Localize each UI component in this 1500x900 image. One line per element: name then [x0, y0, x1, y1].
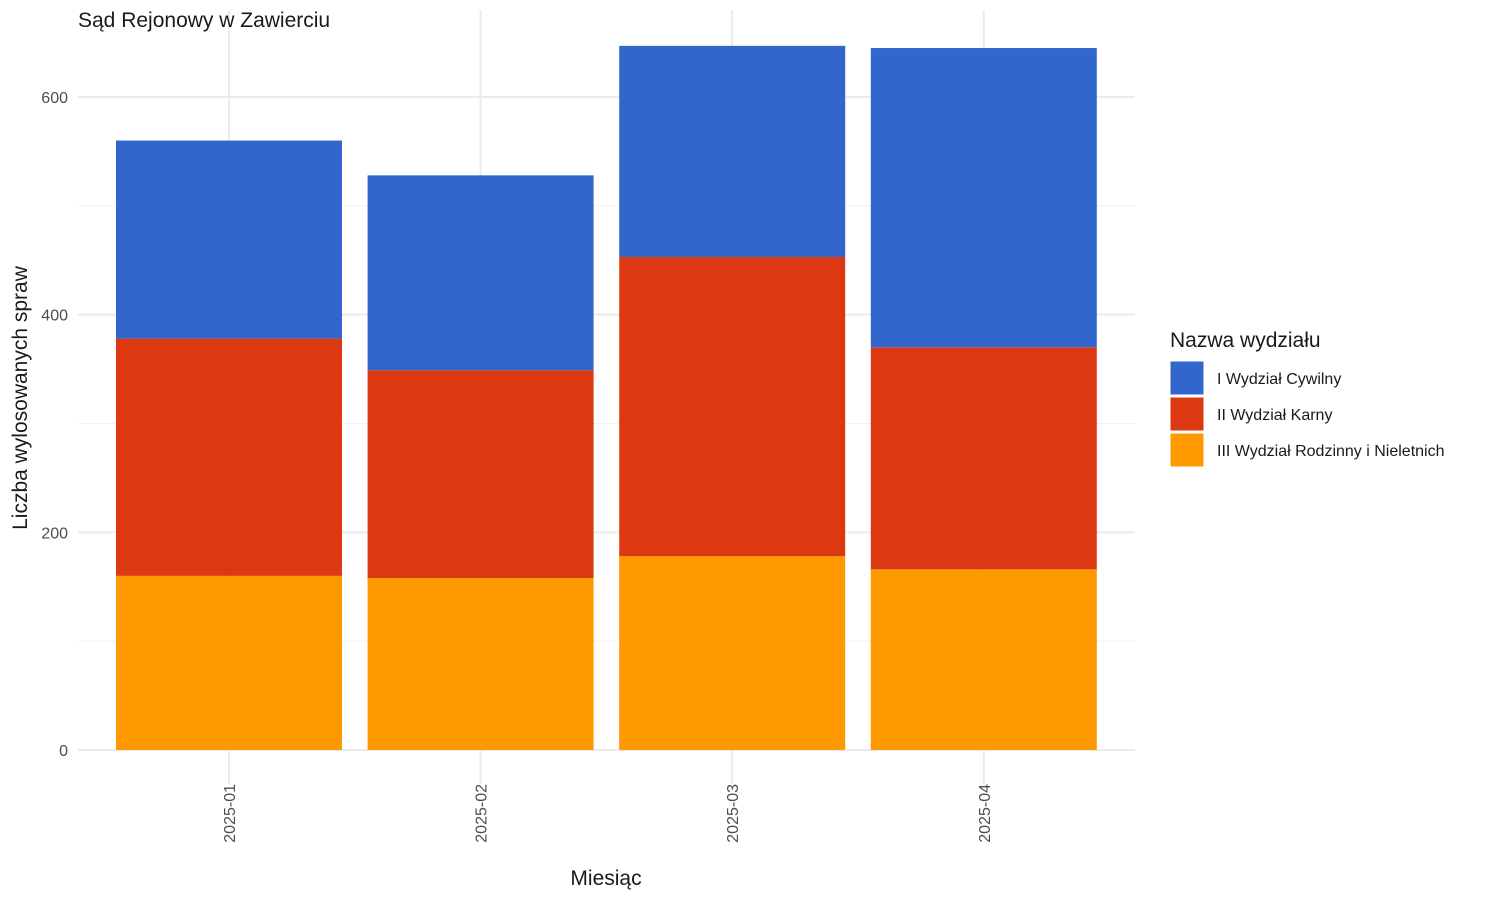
y-tick-label: 400	[41, 308, 68, 325]
bar-segment	[619, 256, 846, 557]
x-tick-label: 2025-03	[725, 784, 742, 843]
chart-title: Sąd Rejonowy w Zawierciu	[78, 9, 330, 32]
bar-segment	[367, 175, 594, 371]
bar-segment	[367, 578, 594, 750]
legend-key	[1169, 360, 1205, 396]
x-tick-label: 2025-01	[222, 784, 239, 843]
y-axis-ticks: 0 200 400 600	[41, 90, 68, 760]
bar-segment	[870, 347, 1097, 570]
y-tick-label: 200	[41, 525, 68, 542]
bar-segment	[619, 45, 846, 257]
x-axis-ticks: 2025-01 2025-02 2025-03 2025-04	[222, 784, 994, 843]
legend-title: Nazwa wydziału	[1170, 329, 1321, 352]
legend-key	[1169, 432, 1205, 468]
legend: Nazwa wydziału I Wydział Cywilny II Wydzi…	[1169, 329, 1445, 468]
legend-label: I Wydział Cywilny	[1217, 371, 1341, 388]
y-tick-label: 0	[59, 743, 68, 760]
x-tick-label: 2025-02	[474, 784, 491, 843]
bar-segment	[619, 556, 846, 750]
x-axis-title: Miesiąc	[570, 867, 641, 890]
x-tick-label: 2025-04	[977, 784, 994, 843]
legend-key	[1169, 396, 1205, 432]
bar-segment	[870, 48, 1097, 348]
bar-segment	[870, 569, 1097, 750]
bars	[116, 45, 1097, 750]
bar-segment	[116, 575, 342, 750]
bar-segment	[367, 370, 594, 579]
legend-label: III Wydział Rodzinny i Nieletnich	[1217, 443, 1445, 460]
y-axis-title: Liczba wylosowanych spraw	[9, 265, 32, 530]
bar-segment	[116, 140, 342, 339]
legend-label: II Wydział Karny	[1217, 407, 1332, 424]
y-tick-label: 600	[41, 90, 68, 107]
bar-segment	[116, 338, 342, 576]
